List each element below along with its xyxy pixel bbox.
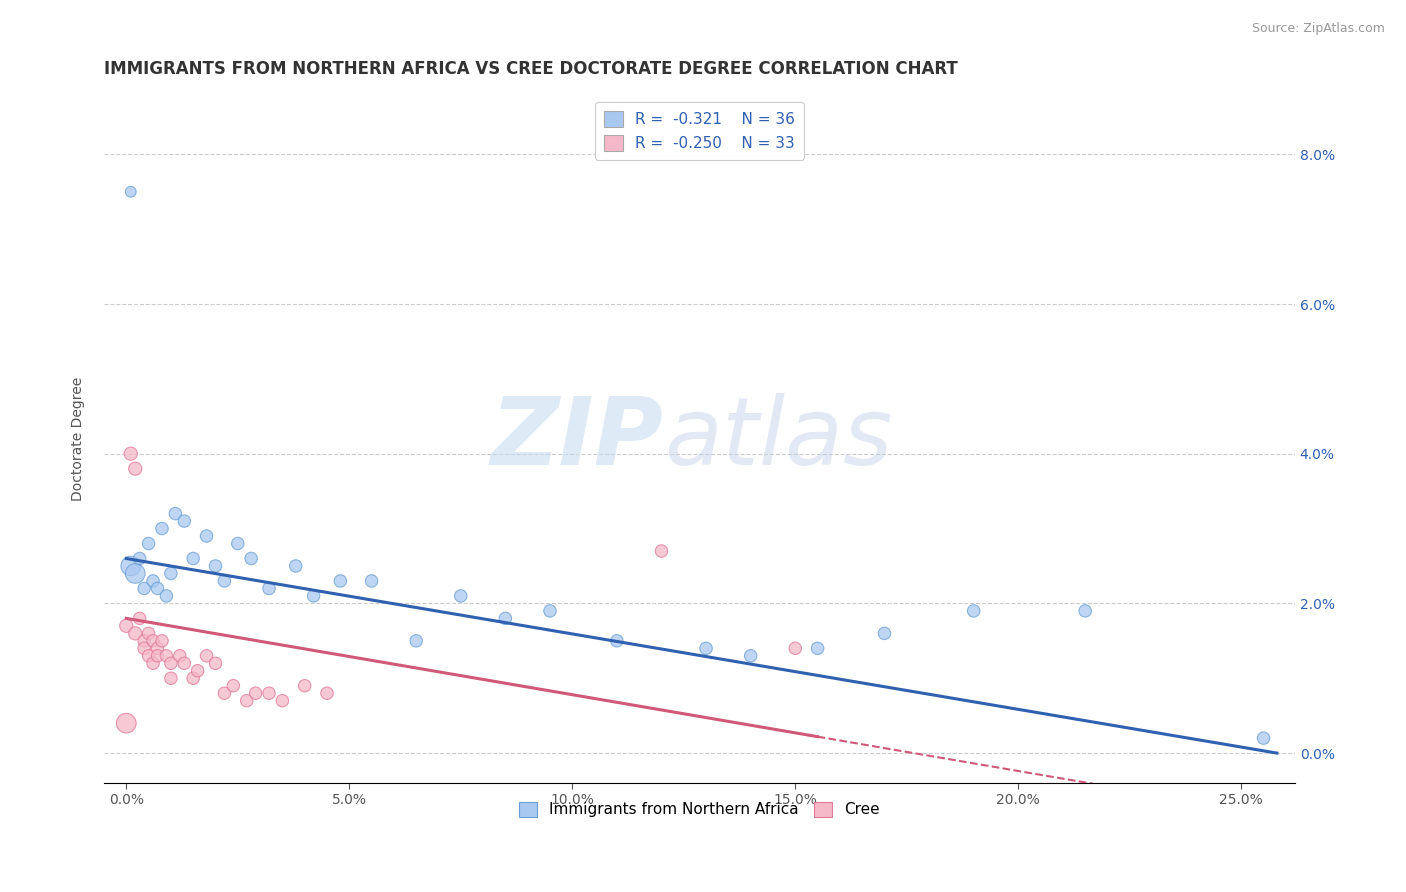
Point <box>873 626 896 640</box>
Text: atlas: atlas <box>664 393 891 484</box>
Point <box>134 582 156 596</box>
Point <box>360 574 382 588</box>
Legend: Immigrants from Northern Africa, Cree: Immigrants from Northern Africa, Cree <box>512 796 886 823</box>
Point <box>115 619 138 633</box>
Point <box>1074 604 1097 618</box>
Point <box>134 633 156 648</box>
Point <box>538 604 561 618</box>
Point <box>120 185 142 199</box>
Point <box>150 633 173 648</box>
Point <box>134 641 156 656</box>
Point <box>165 507 187 521</box>
Point <box>195 529 218 543</box>
Point <box>173 657 195 671</box>
Point <box>124 461 146 475</box>
Point <box>181 551 204 566</box>
Point <box>138 648 160 663</box>
Point <box>142 633 165 648</box>
Point <box>115 716 138 731</box>
Point <box>160 671 183 685</box>
Point <box>160 566 183 581</box>
Point <box>214 574 236 588</box>
Point <box>169 648 191 663</box>
Point <box>245 686 267 700</box>
Point <box>695 641 717 656</box>
Point <box>302 589 325 603</box>
Point <box>204 559 226 574</box>
Point <box>240 551 263 566</box>
Point <box>138 626 160 640</box>
Point <box>257 582 280 596</box>
Point <box>155 648 177 663</box>
Point <box>740 648 762 663</box>
Point <box>142 574 165 588</box>
Point <box>204 657 226 671</box>
Point <box>160 657 183 671</box>
Point <box>316 686 339 700</box>
Point <box>187 664 209 678</box>
Y-axis label: Doctorate Degree: Doctorate Degree <box>72 376 86 501</box>
Text: ZIP: ZIP <box>491 392 664 484</box>
Point <box>271 694 294 708</box>
Point <box>606 633 628 648</box>
Point <box>195 648 218 663</box>
Point <box>120 559 142 574</box>
Point <box>138 536 160 550</box>
Point <box>155 589 177 603</box>
Point <box>150 522 173 536</box>
Point <box>214 686 236 700</box>
Text: Source: ZipAtlas.com: Source: ZipAtlas.com <box>1251 22 1385 36</box>
Point <box>494 611 516 625</box>
Point <box>329 574 352 588</box>
Point <box>963 604 986 618</box>
Point <box>173 514 195 528</box>
Point <box>294 679 316 693</box>
Point <box>146 582 169 596</box>
Text: IMMIGRANTS FROM NORTHERN AFRICA VS CREE DOCTORATE DEGREE CORRELATION CHART: IMMIGRANTS FROM NORTHERN AFRICA VS CREE … <box>104 60 957 78</box>
Point <box>146 648 169 663</box>
Point <box>128 551 150 566</box>
Point <box>450 589 472 603</box>
Point <box>128 611 150 625</box>
Point <box>806 641 828 656</box>
Point <box>1253 731 1275 746</box>
Point <box>222 679 245 693</box>
Point <box>650 544 672 558</box>
Point <box>181 671 204 685</box>
Point <box>146 641 169 656</box>
Point <box>142 657 165 671</box>
Point <box>257 686 280 700</box>
Point <box>785 641 807 656</box>
Point <box>120 447 142 461</box>
Point <box>124 626 146 640</box>
Point <box>124 566 146 581</box>
Point <box>405 633 427 648</box>
Point <box>226 536 249 550</box>
Point <box>235 694 257 708</box>
Point <box>284 559 307 574</box>
